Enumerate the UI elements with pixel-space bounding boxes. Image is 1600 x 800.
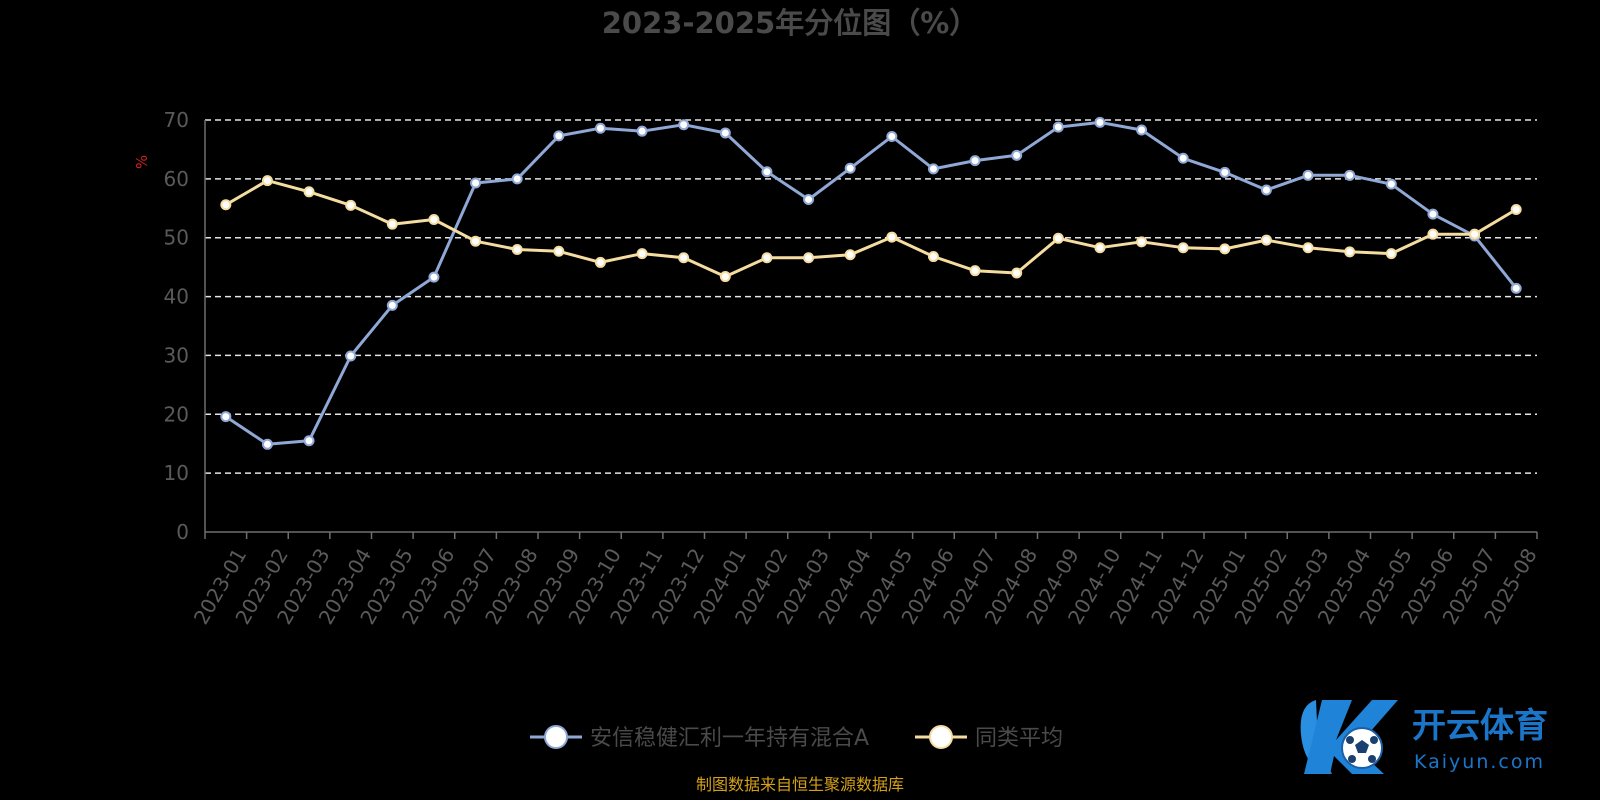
legend-label: 安信稳健汇利一年持有混合A: [590, 726, 869, 751]
data-point[interactable]: [1510, 203, 1522, 215]
data-point[interactable]: [345, 350, 357, 362]
data-point[interactable]: [1052, 232, 1064, 244]
series-line: [224, 120, 1518, 446]
data-point[interactable]: [220, 199, 232, 211]
series-group: [220, 116, 1522, 450]
data-point[interactable]: [844, 162, 856, 174]
data-point[interactable]: [303, 435, 315, 447]
data-point[interactable]: [803, 252, 815, 264]
data-point[interactable]: [1302, 169, 1314, 181]
data-point[interactable]: [470, 177, 482, 189]
data-point[interactable]: [678, 119, 690, 131]
data-point[interactable]: [719, 127, 731, 139]
data-point[interactable]: [1427, 228, 1439, 240]
y-tick-label: 10: [164, 461, 189, 485]
data-point[interactable]: [553, 245, 565, 257]
data-point[interactable]: [1177, 242, 1189, 254]
grid-lines: [205, 119, 1537, 474]
watermark-logo: 开云体育 Kaiyun.com: [1300, 700, 1548, 774]
data-point[interactable]: [1177, 152, 1189, 164]
data-point[interactable]: [927, 251, 939, 263]
data-point[interactable]: [969, 265, 981, 277]
data-point[interactable]: [1219, 243, 1231, 255]
data-point[interactable]: [1344, 169, 1356, 181]
data-point[interactable]: [1136, 124, 1148, 136]
data-point[interactable]: [428, 213, 440, 225]
data-point[interactable]: [386, 299, 398, 311]
data-point[interactable]: [553, 130, 565, 142]
data-point[interactable]: [220, 411, 232, 423]
y-tick-label: 40: [164, 285, 189, 309]
legend[interactable]: 安信稳健汇利一年持有混合A 同类平均: [530, 725, 1063, 751]
data-point[interactable]: [636, 125, 648, 137]
y-tick-label: 70: [164, 108, 189, 132]
soccer-ball-icon: [1300, 700, 1398, 774]
data-point[interactable]: [1427, 208, 1439, 220]
data-point[interactable]: [761, 166, 773, 178]
data-point[interactable]: [969, 155, 981, 167]
data-point[interactable]: [1385, 178, 1397, 190]
data-point[interactable]: [1011, 149, 1023, 161]
data-point[interactable]: [261, 175, 273, 187]
data-point[interactable]: [1385, 248, 1397, 260]
data-point[interactable]: [1136, 236, 1148, 248]
data-point[interactable]: [636, 248, 648, 260]
watermark-cn: 开云体育: [1412, 706, 1548, 746]
data-point[interactable]: [1219, 166, 1231, 178]
data-point[interactable]: [1344, 246, 1356, 258]
data-point[interactable]: [844, 249, 856, 261]
data-point[interactable]: [1094, 242, 1106, 254]
data-point[interactable]: [428, 271, 440, 283]
legend-marker: [929, 725, 953, 749]
legend-item-2[interactable]: 同类平均: [915, 725, 1063, 751]
data-point[interactable]: [1260, 184, 1272, 196]
data-point[interactable]: [594, 256, 606, 268]
data-point[interactable]: [386, 218, 398, 230]
data-source-note: 制图数据来自恒生聚源数据库: [696, 775, 904, 794]
data-point[interactable]: [927, 163, 939, 175]
watermark-en: Kaiyun.com: [1414, 751, 1545, 773]
y-tick-label: 60: [164, 167, 189, 191]
chart-title: 2023-2025年分位图（%）: [602, 6, 979, 40]
data-point[interactable]: [761, 252, 773, 264]
y-tick-label: 20: [164, 402, 189, 426]
series-2: [220, 175, 1522, 283]
data-point[interactable]: [678, 252, 690, 264]
data-point[interactable]: [261, 438, 273, 450]
data-point[interactable]: [719, 271, 731, 283]
data-point[interactable]: [1260, 234, 1272, 246]
data-point[interactable]: [886, 130, 898, 142]
data-point[interactable]: [1011, 267, 1023, 279]
data-point[interactable]: [1510, 282, 1522, 294]
data-point[interactable]: [1094, 116, 1106, 128]
data-point[interactable]: [345, 199, 357, 211]
data-point[interactable]: [511, 243, 523, 255]
data-point[interactable]: [303, 186, 315, 198]
data-point[interactable]: [886, 231, 898, 243]
data-point[interactable]: [803, 193, 815, 205]
data-point[interactable]: [1052, 121, 1064, 133]
y-tick-label: 0: [176, 520, 189, 544]
data-point[interactable]: [511, 173, 523, 185]
legend-marker: [544, 725, 568, 749]
axes: 0102030405060702023-012023-022023-032023…: [164, 108, 1542, 628]
y-axis-label: %: [133, 155, 151, 169]
y-tick-label: 50: [164, 226, 189, 250]
y-tick-label: 30: [164, 343, 189, 367]
legend-item-1[interactable]: 安信稳健汇利一年持有混合A: [530, 725, 869, 751]
data-point[interactable]: [1302, 242, 1314, 254]
legend-label: 同类平均: [975, 726, 1063, 751]
series-1: [220, 116, 1522, 450]
data-point[interactable]: [1469, 228, 1481, 240]
data-point[interactable]: [594, 122, 606, 134]
series-line: [225, 179, 1517, 279]
data-point[interactable]: [470, 235, 482, 247]
